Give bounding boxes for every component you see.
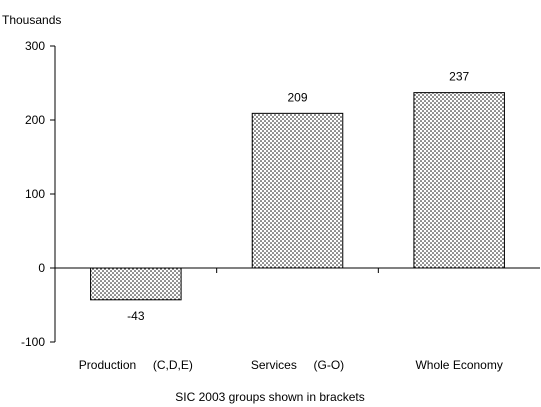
y-tick-label: -100 [21, 335, 45, 349]
data-label: 209 [287, 90, 307, 104]
x-tick-label: Production (C,D,E) [79, 358, 193, 372]
y-tick-label: 100 [25, 187, 45, 201]
x-axis-title: SIC 2003 groups shown in brackets [175, 390, 364, 404]
y-tick-label: 300 [25, 39, 45, 53]
x-tick-label: Services (G-O) [251, 358, 344, 372]
y-tick-label: 0 [38, 261, 45, 275]
bar [251, 112, 344, 269]
y-axis-label: Thousands [2, 13, 61, 27]
data-label: -43 [127, 309, 145, 323]
bar [413, 92, 505, 269]
data-label: 237 [449, 70, 469, 84]
x-tick-label: Whole Economy [415, 358, 502, 372]
bar [90, 267, 182, 301]
y-tick-label: 200 [25, 113, 45, 127]
